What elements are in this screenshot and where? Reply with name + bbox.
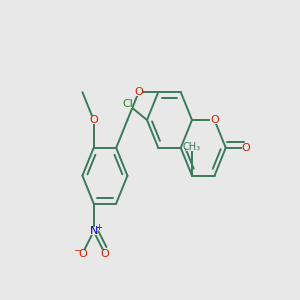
Text: −: − [73,246,80,255]
Text: N: N [89,226,98,236]
Bar [135,88,142,96]
Text: O: O [89,115,98,125]
Bar [101,250,109,257]
Bar [90,116,98,124]
Text: Cl: Cl [122,99,133,109]
Bar [186,142,198,151]
Text: +: + [96,223,103,232]
Text: CH₃: CH₃ [183,142,201,152]
Text: O: O [241,143,250,153]
Bar [123,100,132,108]
Bar [242,144,249,152]
Text: O: O [100,249,109,259]
Bar [79,250,86,257]
Text: O: O [78,249,87,259]
Bar [210,116,219,124]
Text: O: O [134,87,143,97]
Bar [90,227,98,235]
Text: O: O [210,115,219,125]
